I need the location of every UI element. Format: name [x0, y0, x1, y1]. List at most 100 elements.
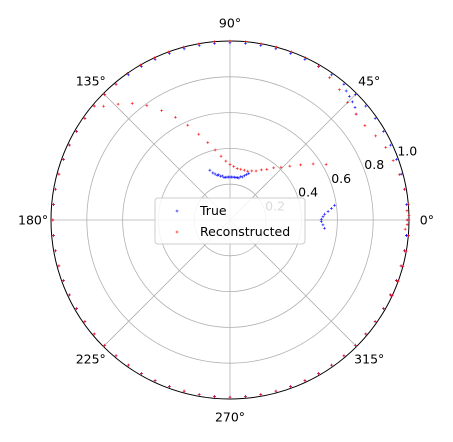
legend-box	[154, 197, 306, 245]
reconstructed-point	[57, 172, 61, 176]
reconstructed-point	[346, 100, 350, 104]
true-point	[373, 116, 377, 120]
reconstructed-point	[126, 363, 130, 367]
true-point	[126, 73, 130, 77]
reconstructed-point	[405, 223, 409, 227]
true-point	[323, 212, 327, 216]
true-point	[364, 104, 368, 108]
reconstructed-point	[57, 264, 61, 268]
reconstructed-point	[254, 169, 258, 173]
reconstructed-point	[197, 393, 201, 396]
reconstructed-point	[182, 45, 186, 49]
reconstructed-point	[228, 39, 232, 43]
reconstructed-point	[182, 389, 186, 393]
true-point	[399, 172, 403, 176]
reconstructed-point	[337, 88, 341, 92]
true-point	[289, 52, 293, 55]
reconstructed-point	[130, 102, 134, 105]
reconstructed-point	[219, 154, 223, 158]
legend-label-true: True	[199, 203, 227, 218]
reconstructed-point	[167, 385, 171, 388]
reconstructed-point	[228, 163, 232, 166]
true-point	[153, 57, 157, 61]
reconstructed-point	[342, 354, 346, 358]
reconstructed-point	[139, 63, 142, 67]
reconstructed-point	[289, 50, 293, 54]
reconstructed-point	[304, 56, 308, 60]
true-point	[215, 173, 219, 177]
true-point	[350, 100, 354, 104]
true-point	[239, 175, 243, 178]
reconstructed-point	[274, 45, 278, 49]
reconstructed-point	[317, 372, 321, 375]
reconstructed-point	[389, 293, 393, 297]
reconstructed-point	[406, 234, 410, 238]
true-point	[319, 217, 323, 221]
reconstructed-point	[139, 372, 143, 375]
reconstructed-point	[213, 395, 216, 398]
reconstructed-point	[173, 115, 177, 119]
true-point	[323, 226, 326, 230]
reconstructed-point	[395, 279, 398, 283]
reconstructed-point	[407, 218, 411, 222]
radial-tick-label: 1.0	[397, 143, 417, 158]
legend-marker-reconstructed-glyph	[175, 230, 179, 234]
reconstructed-point	[102, 104, 106, 108]
reconstructed-point	[244, 40, 248, 44]
reconstructed-point	[250, 169, 254, 173]
reconstructed-point	[303, 379, 307, 383]
true-point	[222, 176, 226, 179]
reconstructed-point	[206, 141, 210, 144]
true-point	[329, 207, 333, 210]
reconstructed-point	[317, 65, 321, 68]
true-point	[242, 174, 246, 178]
reconstructed-point	[75, 129, 78, 133]
angle-tick-label: 0°	[420, 213, 434, 228]
reconstructed-point	[299, 163, 302, 167]
reconstructed-point	[407, 213, 411, 217]
true-point	[197, 44, 201, 47]
reconstructed-point	[103, 343, 107, 347]
angle-tick-label: 315°	[354, 352, 384, 367]
reconstructed-point	[311, 162, 315, 166]
angle-tick-label: 270°	[215, 409, 245, 424]
reconstructed-point	[67, 143, 71, 147]
true-point	[208, 168, 212, 172]
reconstructed-point	[259, 42, 263, 46]
reconstructed-point	[288, 164, 292, 168]
reconstructed-point	[246, 169, 250, 173]
true-point	[382, 129, 385, 133]
true-point	[303, 57, 307, 61]
angle-tick-label: 180°	[18, 213, 48, 228]
reconstructed-point	[403, 187, 406, 191]
reconstructed-point	[52, 234, 55, 237]
reconstructed-point	[398, 173, 401, 176]
reconstructed-point	[92, 332, 96, 336]
reconstructed-point	[152, 56, 156, 60]
reconstructed-point	[153, 379, 157, 383]
reconstructed-point	[354, 112, 358, 116]
reconstructed-point	[83, 116, 87, 120]
angle-tick-label: 45°	[358, 73, 380, 88]
reconstructed-point	[186, 123, 190, 127]
reconstructed-point	[401, 264, 405, 268]
reconstructed-point	[396, 279, 400, 283]
reconstructed-point	[272, 166, 276, 170]
reconstructed-point	[145, 104, 149, 107]
angle-tick-label: 90°	[219, 16, 241, 31]
reconstructed-point	[279, 165, 283, 169]
data-points	[51, 39, 411, 399]
reconstructed-point	[54, 187, 57, 191]
true-point	[182, 47, 186, 51]
reconstructed-point	[83, 320, 87, 324]
true-point	[319, 220, 323, 223]
true-point	[321, 223, 325, 227]
reconstructed-point	[125, 71, 129, 75]
reconstructed-point	[212, 40, 216, 44]
angle-tick-label: 135°	[76, 73, 106, 88]
reconstructed-point	[51, 218, 55, 222]
true-point	[347, 94, 351, 98]
legend: True Reconstructed	[154, 197, 306, 245]
reconstructed-point	[259, 393, 263, 396]
reconstructed-point	[382, 307, 385, 311]
